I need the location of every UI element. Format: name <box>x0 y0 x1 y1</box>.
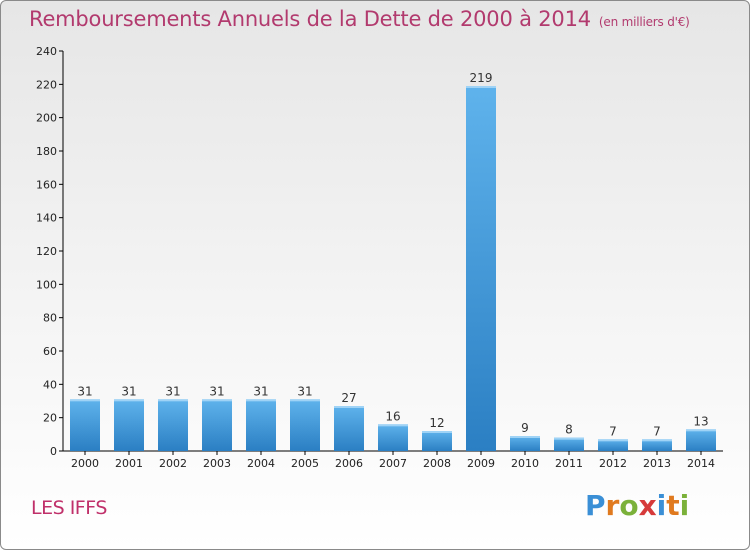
data-label: 31 <box>121 384 136 398</box>
bar-highlight <box>686 429 716 432</box>
x-tick-label: 2012 <box>599 457 627 470</box>
bar-highlight <box>114 399 144 402</box>
data-label: 13 <box>693 414 708 428</box>
x-tick-label: 2001 <box>115 457 143 470</box>
y-tick-label: 180 <box>36 145 57 158</box>
x-tick-label: 2005 <box>291 457 319 470</box>
data-label: 7 <box>609 424 617 438</box>
bar-2003 <box>202 399 232 451</box>
y-tick-label: 0 <box>50 445 57 458</box>
bar-2002 <box>158 399 188 451</box>
data-label: 9 <box>521 421 529 435</box>
bar-2014 <box>686 429 716 451</box>
chart-title: Remboursements Annuels de la Dette de 20… <box>29 7 690 31</box>
x-tick-label: 2010 <box>511 457 539 470</box>
y-tick-label: 120 <box>36 245 57 258</box>
data-label: 219 <box>470 71 493 85</box>
x-tick-label: 2003 <box>203 457 231 470</box>
bar-highlight <box>642 439 672 442</box>
bar-2009 <box>466 86 496 451</box>
bar-highlight <box>290 399 320 402</box>
chart-labels: 31 2000 31 2001 31 2002 31 2003 31 2004 31 2005 27 20… <box>71 71 715 470</box>
bar-2004 <box>246 399 276 451</box>
y-tick-label: 20 <box>43 412 57 425</box>
x-tick-label: 2009 <box>467 457 495 470</box>
data-label: 8 <box>565 423 573 437</box>
commune-name: LES IFFS <box>31 497 107 519</box>
bar-2005 <box>290 399 320 451</box>
bar-2013 <box>642 439 672 451</box>
logo-letter: x <box>638 489 657 522</box>
x-tick-label: 2013 <box>643 457 671 470</box>
y-tick-label: 160 <box>36 178 57 191</box>
bar-highlight <box>598 439 628 442</box>
data-label: 12 <box>429 416 444 430</box>
y-tick-label: 60 <box>43 345 57 358</box>
bar-2001 <box>114 399 144 451</box>
logo-letter: i <box>679 489 690 522</box>
x-tick-label: 2002 <box>159 457 187 470</box>
bar-highlight <box>246 399 276 402</box>
bar-highlight <box>378 424 408 427</box>
y-tick-label: 240 <box>36 45 57 58</box>
bar-2010 <box>510 436 540 451</box>
bar-highlight <box>510 436 540 438</box>
y-tick-label: 140 <box>36 212 57 225</box>
x-tick-label: 2006 <box>335 457 363 470</box>
proxiti-logo[interactable]: Proxiti <box>585 489 689 522</box>
bar-2011 <box>554 437 584 451</box>
chart-title-text: Remboursements Annuels de la Dette de 20… <box>29 7 591 31</box>
data-label: 31 <box>209 384 224 398</box>
bar-highlight <box>422 431 452 433</box>
bar-2008 <box>422 431 452 451</box>
chart-subtitle: (en milliers d'€) <box>598 15 690 29</box>
x-tick-label: 2014 <box>687 457 715 470</box>
x-tick-label: 2011 <box>555 457 583 470</box>
logo-letter: t <box>666 489 680 522</box>
y-tick-label: 200 <box>36 112 57 125</box>
data-label: 7 <box>653 424 661 438</box>
y-tick-label: 100 <box>36 278 57 291</box>
x-tick-label: 2008 <box>423 457 451 470</box>
bar-highlight <box>554 437 584 440</box>
logo-letter: r <box>605 489 620 522</box>
bar-highlight <box>158 399 188 402</box>
bar-highlight <box>334 406 364 408</box>
logo-letter: P <box>585 489 606 522</box>
y-tick-label: 220 <box>36 78 57 91</box>
x-tick-label: 2000 <box>71 457 99 470</box>
y-tick-label: 40 <box>43 378 57 391</box>
x-tick-label: 2007 <box>379 457 407 470</box>
bar-2006 <box>334 406 364 451</box>
bar-2012 <box>598 439 628 451</box>
bar-highlight <box>466 86 496 88</box>
chart-bars <box>70 86 716 451</box>
bar-2007 <box>378 424 408 451</box>
y-tick-label: 80 <box>43 312 57 325</box>
chart-axes: 0 20 40 60 80 100 120 140 160 180 200 220 240 <box>36 45 723 458</box>
data-label: 16 <box>385 409 400 423</box>
data-label: 31 <box>165 384 180 398</box>
x-tick-label: 2004 <box>247 457 275 470</box>
bar-2000 <box>70 399 100 451</box>
bar-highlight <box>202 399 232 402</box>
data-label: 27 <box>341 391 356 405</box>
data-label: 31 <box>253 384 268 398</box>
logo-letter: i <box>656 489 667 522</box>
data-label: 31 <box>297 384 312 398</box>
logo-letter: o <box>619 489 639 522</box>
bar-highlight <box>70 399 100 402</box>
data-label: 31 <box>77 384 92 398</box>
